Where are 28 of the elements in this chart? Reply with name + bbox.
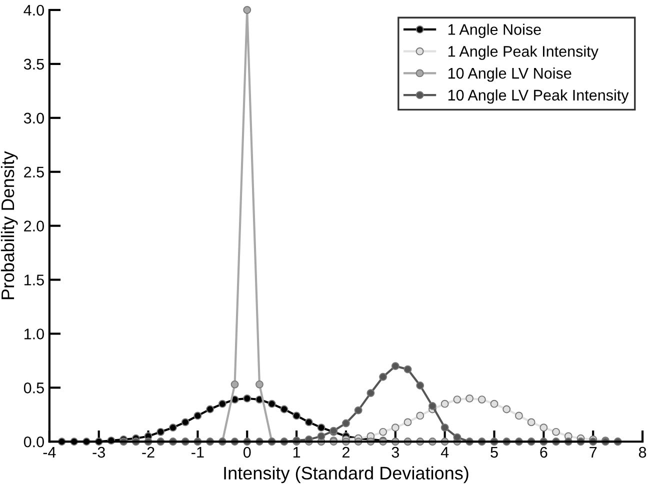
legend-label: 10 Angle LV Noise <box>448 67 572 82</box>
x-tick-label: 7 <box>590 447 597 458</box>
y-tick-label: 2.0 <box>24 220 44 232</box>
y-tick-label: 3.5 <box>24 58 44 70</box>
x-tick-label: 8 <box>638 446 646 458</box>
y-tick-label: 1.5 <box>24 274 44 286</box>
legend-label: 1 Angle Noise <box>448 24 541 38</box>
x-tick-label: 0 <box>243 446 251 458</box>
x-tick-label: 5 <box>490 447 498 458</box>
legend-label: 10 Angle LV Peak Intensity <box>448 89 629 104</box>
y-axis-title: Probability Density <box>0 151 18 300</box>
y-tick-label: 0.0 <box>24 436 44 448</box>
x-tick-label: -3 <box>92 446 105 458</box>
x-tick-label: 2 <box>342 446 350 458</box>
x-tick-label: 4 <box>440 447 449 458</box>
y-tick-label: 0.5 <box>24 382 44 394</box>
x-axis-title: Intensity (Standard Deviations) <box>224 466 468 484</box>
y-tick-label: 1.0 <box>24 328 44 340</box>
x-tick-label: -2 <box>142 446 154 458</box>
x-tick-label: 6 <box>540 446 548 458</box>
x-tick-label: -4 <box>43 447 56 458</box>
y-tick-label: 3.0 <box>24 112 44 124</box>
y-tick-label: 4.0 <box>24 4 44 16</box>
legend-label: 1 Angle Peak Intensity <box>448 46 598 60</box>
x-tick-label: 1 <box>293 447 300 458</box>
x-tick-label: 3 <box>392 446 399 458</box>
x-tick-label: -1 <box>192 447 204 458</box>
y-tick-label: 2.5 <box>24 166 44 178</box>
